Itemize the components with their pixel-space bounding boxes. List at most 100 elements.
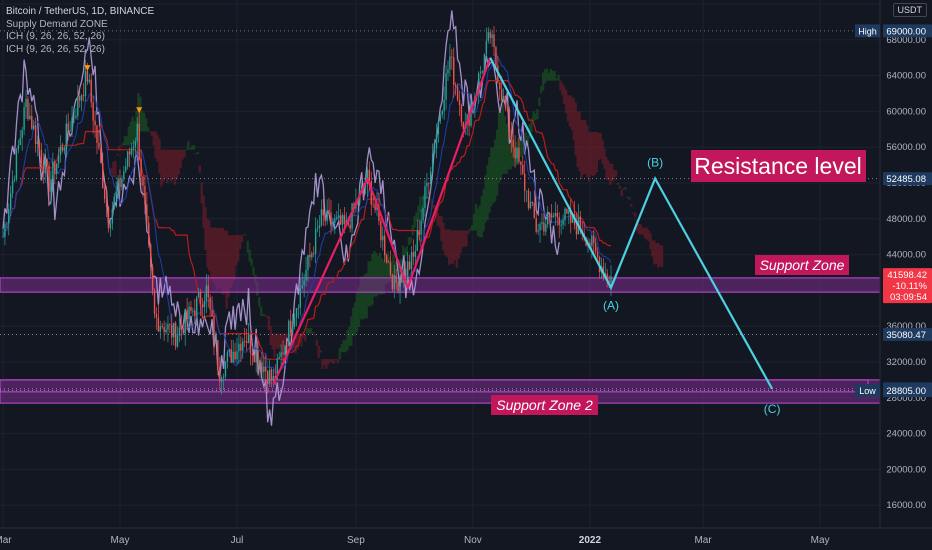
cloud-segment	[361, 276, 364, 320]
cloud-segment	[394, 261, 397, 278]
candle-body	[487, 32, 489, 41]
cloud-segment	[490, 147, 493, 207]
time-tick-label: May	[811, 535, 830, 546]
candle-body	[272, 376, 275, 380]
cloud-segment	[133, 121, 136, 144]
cloud-segment	[327, 359, 330, 365]
cloud-segment	[505, 123, 508, 174]
cloud-segment	[626, 196, 629, 199]
candle-body	[176, 335, 179, 347]
candle-body	[234, 351, 236, 360]
cloud-segment	[400, 259, 403, 268]
cloud-segment	[146, 127, 150, 132]
symbol-title[interactable]: Bitcoin / TetherUS, 1D, BINANCE	[6, 6, 155, 17]
cloud-segment	[164, 149, 167, 178]
cloud-segment	[622, 188, 625, 190]
cloud-segment	[611, 163, 614, 182]
price-label-text: 69000.00	[886, 26, 926, 37]
cloud-segment	[547, 72, 551, 81]
candle-body	[113, 196, 115, 209]
cloud-segment	[457, 230, 460, 259]
candle-body	[291, 326, 294, 333]
candle-body	[75, 115, 77, 118]
candle-body	[286, 345, 288, 347]
candle-body	[447, 69, 449, 74]
candle-body	[151, 267, 154, 291]
cloud-segment	[474, 203, 478, 231]
cloud-segment	[405, 246, 409, 256]
candle-body	[401, 280, 403, 283]
cloud-segment	[261, 313, 265, 317]
cloud-segment	[557, 74, 560, 81]
cloud-segment	[173, 149, 177, 185]
cloud-segment	[166, 149, 169, 184]
price-label-bg	[883, 172, 932, 186]
cloud-segment	[309, 328, 313, 334]
candle-body	[265, 366, 267, 372]
cloud-segment	[524, 132, 528, 146]
cloud-segment	[507, 122, 510, 170]
candle-body	[86, 71, 89, 82]
cloud-segment	[501, 104, 505, 174]
candle-body	[61, 146, 64, 151]
candle-body	[100, 147, 102, 164]
comparison-line	[2, 10, 560, 426]
time-axis: Mar May Jul Sep Nov 2022 Mar May	[0, 527, 932, 550]
indicator-supply-demand[interactable]: Supply Demand ZONE	[6, 18, 108, 30]
price-tick-label: 36000.00	[886, 321, 926, 332]
elliott-wave-line	[489, 57, 774, 390]
cloud-segment	[607, 160, 610, 180]
last-price-label: 41598.42-10.11%03:09:54	[883, 268, 932, 304]
candle-body	[215, 340, 217, 343]
candle-body	[57, 155, 60, 164]
candle-body	[493, 34, 495, 48]
candle-body	[483, 54, 486, 71]
cloud-segment	[612, 170, 616, 181]
cloud-segment	[294, 333, 297, 354]
candle-body	[489, 32, 491, 39]
candle-body	[263, 366, 265, 373]
currency-label[interactable]: USDT	[892, 3, 927, 17]
candle-body	[67, 123, 69, 131]
candle-body	[297, 307, 300, 309]
cloud-segment	[315, 339, 318, 347]
candle-body	[128, 151, 131, 155]
indicator-ichimoku-2[interactable]: ICH (9, 26, 26, 52, 26)	[6, 43, 105, 55]
cloud-segment	[386, 251, 389, 284]
candle-body	[535, 218, 537, 232]
candle-body	[73, 117, 75, 118]
cloud-segment	[424, 196, 428, 200]
cloud-segment	[352, 307, 355, 336]
candle-body	[545, 224, 547, 232]
candle-body	[533, 202, 535, 219]
candle-body	[579, 216, 582, 231]
candle-body	[594, 243, 597, 252]
candle-body	[226, 352, 229, 362]
cloud-segment	[275, 333, 278, 349]
candle-body	[430, 171, 432, 184]
candle-body	[376, 205, 378, 210]
cloud-segment	[267, 316, 271, 330]
candle-body	[253, 355, 255, 363]
cloud-segment	[476, 208, 480, 237]
cloud-segment	[534, 113, 537, 121]
candle-body	[485, 40, 488, 55]
time-tick-label: Mar	[0, 535, 12, 546]
price-tag-bg	[855, 384, 880, 398]
candle-body	[393, 275, 395, 290]
candle-body	[242, 341, 244, 351]
cloud-segment	[651, 240, 654, 257]
cloud-segment	[568, 95, 572, 127]
cloud-segment	[415, 212, 418, 222]
candle-body	[50, 178, 52, 192]
candle-body	[238, 343, 240, 352]
indicator-ichimoku-1[interactable]: ICH (9, 26, 26, 52, 26)	[6, 31, 105, 42]
cloud-segment	[123, 135, 127, 146]
cloud-segment	[486, 164, 489, 220]
cloud-segment	[497, 112, 501, 183]
resistance-label-text: Resistance level	[694, 153, 861, 179]
cloud-segment	[185, 149, 188, 151]
candle-body	[109, 223, 112, 229]
cloud-segment	[465, 230, 468, 247]
